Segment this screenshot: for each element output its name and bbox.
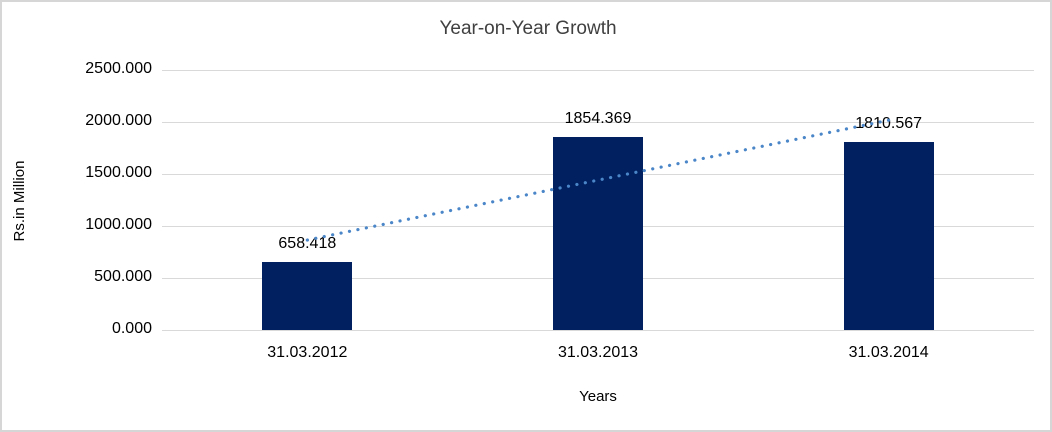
x-axis-tick-label: 31.03.2014	[848, 344, 929, 361]
bar-31.03.2012	[262, 261, 353, 330]
gridline	[162, 329, 1034, 331]
x-axis-tick-label: 31.03.2013	[557, 344, 639, 361]
bar-31.03.2014	[843, 141, 934, 330]
y-axis-tick-label: 2000.000	[85, 112, 152, 129]
data-label: 1854.369	[564, 110, 632, 128]
y-axis-tick-label: 1000.000	[85, 216, 152, 233]
y-axis-tick-label: 2500.000	[85, 60, 152, 77]
gridline	[162, 69, 1034, 71]
x-axis-tick-label: 31.03.2012	[267, 344, 348, 361]
y-axis-tick-label: 1500.000	[85, 164, 152, 181]
data-label: 658.418	[278, 234, 337, 252]
x-axis-title: Years	[579, 388, 617, 405]
y-axis-title: Rs.in Million	[11, 160, 28, 242]
bar-31.03.2013	[553, 137, 643, 330]
chart-title: Year-on-Year Growth	[439, 18, 617, 39]
y-axis-tick-label: 0.000	[111, 320, 152, 337]
y-axis-tick-label: 500.000	[94, 268, 152, 285]
data-label: 1810.567	[855, 114, 923, 132]
